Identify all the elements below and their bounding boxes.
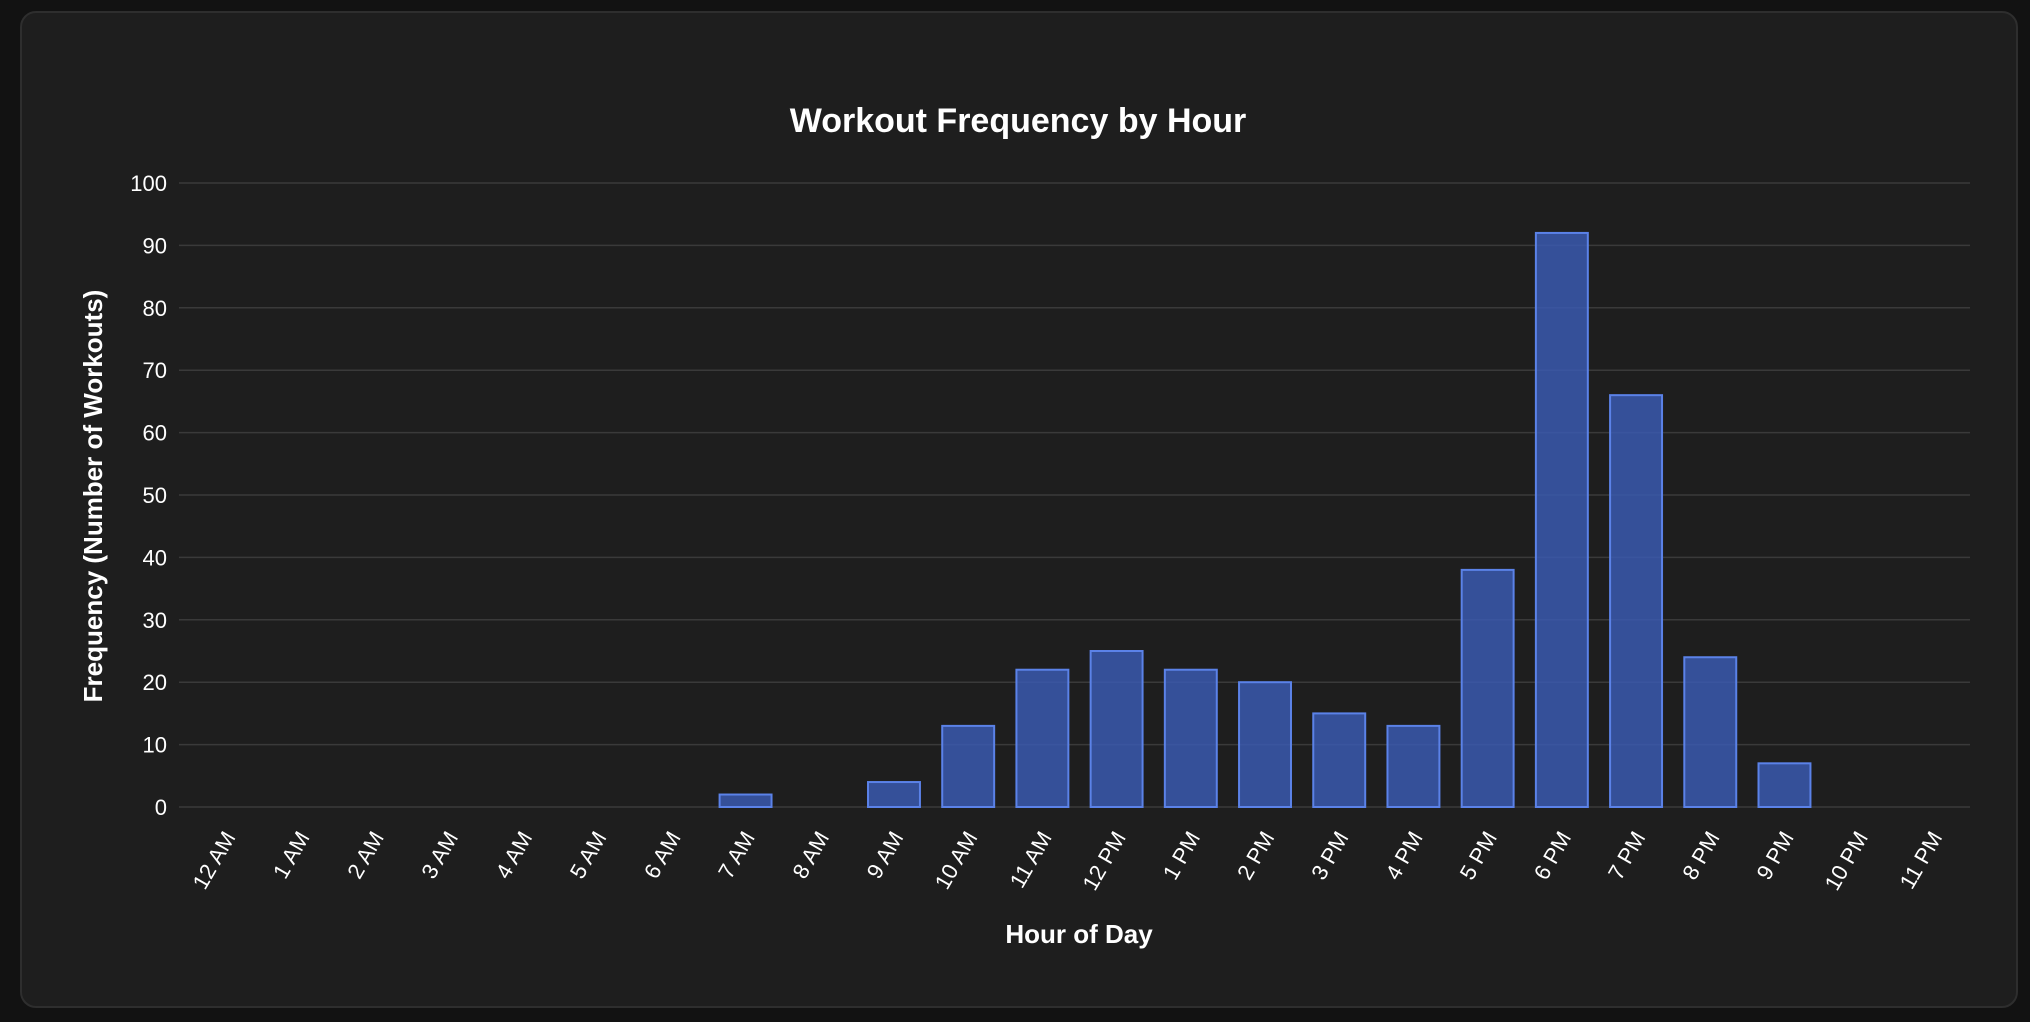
y-axis-title: Frequency (Number of Workouts)	[78, 290, 108, 703]
x-tick-label: 5 PM	[1455, 827, 1502, 884]
x-tick-label: 7 PM	[1603, 827, 1650, 884]
bar-6-pm[interactable]	[1534, 231, 1589, 809]
x-tick-label: 2 AM	[342, 827, 389, 883]
grid-lines	[179, 182, 1970, 808]
y-tick-label: 10	[143, 733, 167, 758]
x-tick-label: 9 AM	[862, 827, 909, 883]
chart-title: Workout Frequency by Hour	[790, 102, 1247, 140]
x-axis-title: Hour of Day	[1005, 919, 1153, 949]
bar-1-pm[interactable]	[1163, 668, 1218, 808]
y-tick-label: 90	[143, 233, 167, 258]
bar-4-pm[interactable]	[1386, 724, 1441, 809]
x-tick-label: 4 PM	[1380, 827, 1427, 884]
x-tick-label: 3 PM	[1306, 827, 1353, 884]
bar-9-pm[interactable]	[1757, 762, 1812, 809]
x-tick-label: 7 AM	[713, 827, 760, 883]
y-tick-label: 60	[143, 421, 167, 446]
chart-card	[20, 11, 2018, 1008]
bar-7-pm[interactable]	[1609, 394, 1664, 808]
x-tick-label: 3 AM	[416, 827, 463, 883]
x-tick-label: 11 PM	[1895, 827, 1948, 893]
x-axis-ticks: 12 AM 1 AM 2 AM 3 AM 4 AM 5 AM 6 AM 7 AM 8 AM 9 A…	[188, 827, 1948, 895]
bar-9-am[interactable]	[867, 781, 921, 808]
x-tick-label: 11 AM	[1005, 827, 1057, 892]
bars	[718, 231, 1812, 809]
bar-7-am[interactable]	[718, 793, 773, 809]
y-tick-label: 50	[143, 483, 167, 508]
y-tick-label: 100	[130, 171, 167, 196]
x-tick-label: 5 AM	[565, 827, 612, 883]
x-tick-label: 10 PM	[1820, 827, 1873, 895]
bar-3-pm[interactable]	[1312, 712, 1367, 809]
bar-2-pm[interactable]	[1238, 681, 1292, 809]
y-tick-label: 20	[143, 670, 167, 695]
y-tick-label: 0	[155, 795, 167, 820]
bar-10-am[interactable]	[941, 724, 996, 809]
x-tick-label: 10 AM	[930, 827, 983, 894]
y-tick-label: 30	[143, 608, 167, 633]
y-axis-ticks: 0 10 20 30 40 50 60 70 80 90 100	[130, 171, 167, 820]
bar-5-pm[interactable]	[1460, 568, 1515, 808]
x-tick-label: 9 PM	[1751, 827, 1798, 884]
x-tick-label: 1 AM	[268, 827, 315, 883]
x-tick-label: 6 PM	[1529, 827, 1576, 884]
x-tick-label: 4 AM	[491, 827, 538, 883]
bar-11-am[interactable]	[1015, 668, 1070, 808]
x-tick-label: 8 AM	[787, 827, 834, 883]
bar-8-pm[interactable]	[1683, 656, 1738, 808]
y-tick-label: 70	[143, 358, 167, 383]
x-tick-label: 12 AM	[188, 827, 241, 894]
y-tick-label: 40	[143, 545, 167, 570]
x-tick-label: 1 PM	[1158, 827, 1205, 884]
x-tick-label: 8 PM	[1677, 827, 1724, 884]
x-tick-label: 6 AM	[639, 827, 686, 883]
bar-12-pm[interactable]	[1089, 650, 1144, 808]
x-tick-label: 12 PM	[1077, 827, 1130, 895]
y-tick-label: 80	[143, 296, 167, 321]
x-tick-label: 2 PM	[1232, 827, 1279, 884]
